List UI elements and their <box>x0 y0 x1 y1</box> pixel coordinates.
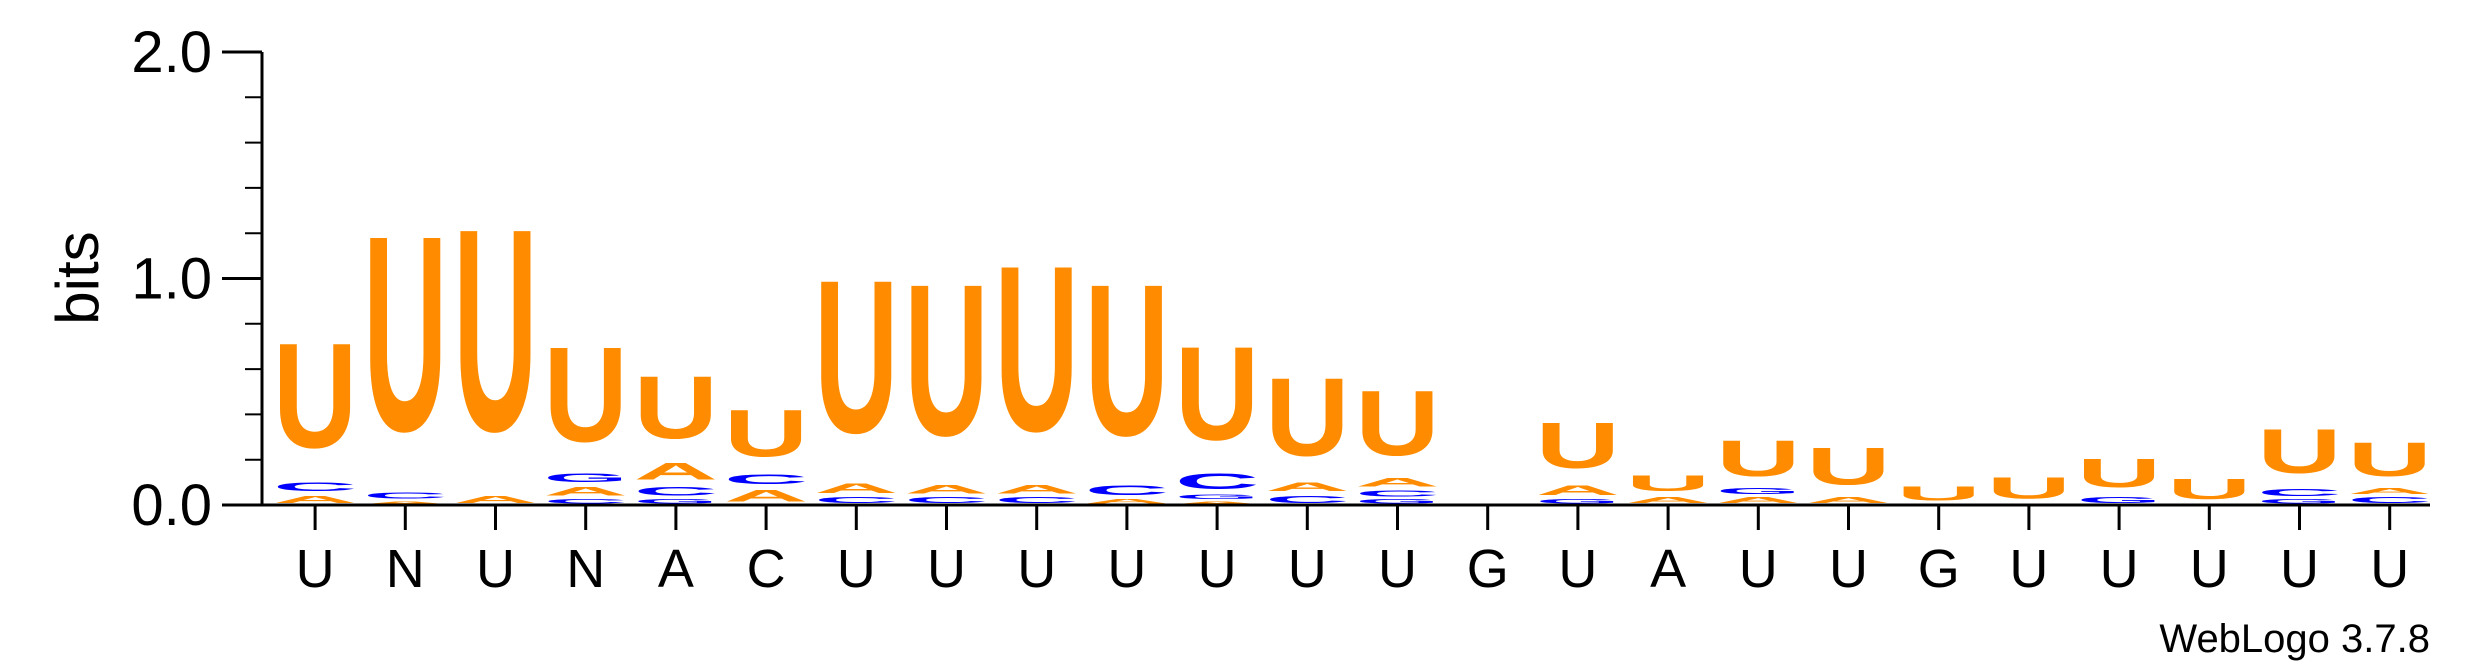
consensus-letter: A <box>1650 539 1686 599</box>
consensus-letter: U <box>1198 539 1237 599</box>
plot-area: ACUACUAUCAGUGCAUACUCAUCAUCAUACUAGCUCAUGC… <box>273 168 2432 505</box>
logo-letter-a: A <box>1085 498 1169 505</box>
logo-letter-a: A <box>634 457 718 484</box>
consensus-letter: U <box>2100 539 2139 599</box>
logo-letter-a: A <box>1716 496 1800 505</box>
logo-letter-a: A <box>904 482 988 496</box>
y-tick-label: 1.0 <box>131 247 212 312</box>
logo-letter-a: A <box>273 494 357 505</box>
logo-letter-c: C <box>2257 487 2341 498</box>
logo-letter-c: C <box>724 471 808 487</box>
consensus-letter: U <box>296 539 335 599</box>
logo-letter-u: U <box>1085 239 1169 481</box>
logo-letter-u: U <box>363 178 447 490</box>
logo-letter-c: C <box>904 496 988 505</box>
logo-letter-a: A <box>814 480 898 496</box>
logo-letter-u: U <box>1987 471 2071 505</box>
logo-letter-u: U <box>634 357 718 457</box>
logo-letter-c: C <box>363 491 447 500</box>
consensus-letter: U <box>2370 539 2409 599</box>
consensus-letter: U <box>2009 539 2048 599</box>
consensus-letter: U <box>1107 539 1146 599</box>
logo-letter-c: C <box>273 480 357 494</box>
consensus-letter: U <box>1829 539 1868 599</box>
consensus-letter: U <box>1017 539 1056 599</box>
logo-letter-c: C <box>995 496 1079 505</box>
logo-letter-a: A <box>1175 500 1259 505</box>
logo-letter-c: C <box>2348 496 2432 505</box>
consensus-letter: U <box>1288 539 1327 599</box>
logo-letter-c: C <box>1355 489 1439 498</box>
consensus-letter: N <box>566 539 605 599</box>
logo-letter-u: U <box>1716 431 1800 487</box>
logo-letter-g: G <box>634 498 718 505</box>
logo-letter-u: U <box>2077 451 2161 496</box>
weblogo-version: WebLogo 3.7.8 <box>2159 617 2430 661</box>
logo-letter-g: G <box>2077 496 2161 505</box>
logo-letter-a: A <box>363 500 447 505</box>
y-tick-label: 2.0 <box>131 20 212 85</box>
logo-letter-a: A <box>1626 496 1710 505</box>
logo-letter-a: A <box>453 494 537 505</box>
logo-letter-g: G <box>1355 498 1439 505</box>
logo-letter-u: U <box>1355 372 1439 475</box>
logo-letter-u: U <box>453 168 537 492</box>
logo-letter-a: A <box>1806 496 1890 505</box>
logo-letter-u: U <box>2348 432 2432 486</box>
logo-letter-u: U <box>1806 437 1890 496</box>
logo-letter-g: G <box>1175 494 1259 501</box>
consensus-letter: U <box>1558 539 1597 599</box>
logo-letter-g: G <box>1716 487 1800 496</box>
consensus-letter: G <box>1918 539 1960 599</box>
y-axis-ticks: 0.0 1.0 2.0 <box>131 20 262 538</box>
logo-letter-g: G <box>1536 498 1620 505</box>
logo-letter-c: C <box>1175 469 1259 494</box>
consensus-letter: U <box>476 539 515 599</box>
logo-letter-u: U <box>1626 471 1710 496</box>
consensus-letter: U <box>927 539 966 599</box>
logo-letter-a: A <box>1536 482 1620 498</box>
consensus-letter: N <box>386 539 425 599</box>
consensus-letter: U <box>1378 539 1417 599</box>
logo-letter-c: C <box>544 498 628 505</box>
logo-letter-a: A <box>2348 487 2432 496</box>
consensus-letter: A <box>658 539 694 599</box>
consensus-letter: U <box>837 539 876 599</box>
logo-letter-u: U <box>273 313 357 479</box>
logo-letter-g: G <box>544 471 628 485</box>
logo-letter-u: U <box>544 319 628 470</box>
y-axis-title: bits <box>44 231 111 324</box>
consensus-letter: C <box>747 539 786 599</box>
logo-letter-u: U <box>814 236 898 479</box>
logo-letter-u: U <box>1265 356 1349 480</box>
logo-letter-u: U <box>1897 482 1981 505</box>
logo-letter-u: U <box>995 216 1079 481</box>
logo-letter-c: C <box>1085 482 1169 498</box>
logo-letter-u: U <box>2257 416 2341 486</box>
logo-letter-g: G <box>2257 498 2341 505</box>
logo-letter-c: C <box>1265 494 1349 505</box>
logo-letter-c: C <box>634 485 718 499</box>
logo-letter-a: A <box>1265 480 1349 494</box>
logo-letter-a: A <box>995 482 1079 496</box>
logo-letter-a: A <box>724 487 808 505</box>
y-tick-label: 0.0 <box>131 473 212 538</box>
logo-letter-a: A <box>544 485 628 499</box>
logo-letter-c: C <box>814 496 898 505</box>
consensus-letter: U <box>2190 539 2229 599</box>
consensus-letter: U <box>1739 539 1778 599</box>
logo-letter-u: U <box>2167 473 2251 505</box>
logo-letter-u: U <box>1175 319 1259 468</box>
consensus-letter: U <box>2280 539 2319 599</box>
logo-letter-u: U <box>904 239 988 481</box>
consensus-letter: G <box>1467 539 1509 599</box>
logo-letter-u: U <box>1536 410 1620 482</box>
logo-letter-u: U <box>724 397 808 471</box>
logo-letter-a: A <box>1355 475 1439 489</box>
